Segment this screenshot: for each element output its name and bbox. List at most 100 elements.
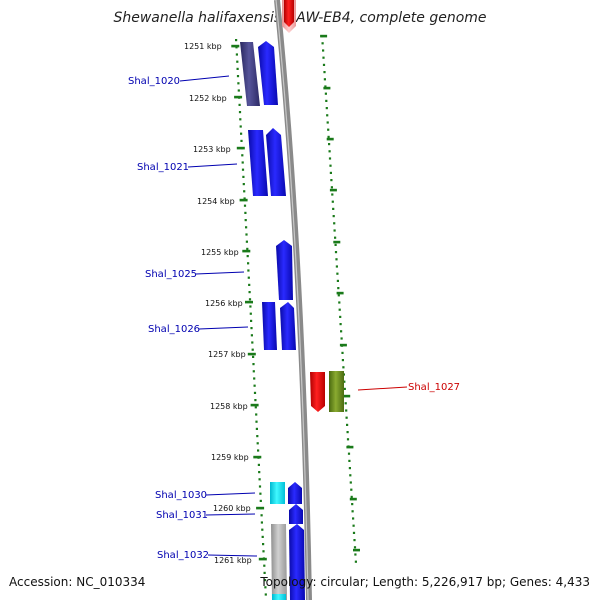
scale-dot xyxy=(264,593,267,596)
scale-dot xyxy=(346,438,350,441)
major-tick xyxy=(239,198,248,202)
gene-shal-1027-olive[interactable] xyxy=(329,371,344,412)
feature-red-top[interactable] xyxy=(284,0,294,27)
kbp-label: 1253 kbp xyxy=(193,145,231,154)
scale-dot xyxy=(245,226,248,229)
scale-dot xyxy=(251,348,254,351)
scale-dot xyxy=(342,366,345,369)
gene-shal-1032[interactable] xyxy=(289,524,305,600)
gene-label-shal-1021[interactable]: Shal_1021 xyxy=(137,162,189,173)
scale-dot xyxy=(332,215,335,218)
major-tick xyxy=(333,240,341,244)
scale-dot xyxy=(240,132,243,135)
scale-dot xyxy=(244,219,247,222)
gene-shal-1020[interactable] xyxy=(258,41,278,105)
feature-cyan-bottom[interactable] xyxy=(272,594,286,600)
gene-shal-1021-b[interactable] xyxy=(266,128,286,196)
scale-dot xyxy=(333,229,336,232)
scale-dot xyxy=(341,351,344,354)
scale-dot xyxy=(344,402,347,405)
gene-label-shal-1031[interactable]: Shal_1031 xyxy=(156,510,208,521)
major-tick xyxy=(242,249,251,253)
scale-dot xyxy=(263,571,266,574)
major-tick xyxy=(346,445,354,449)
kbp-label: 1259 kbp xyxy=(211,453,249,462)
genome-backbone xyxy=(274,0,312,600)
major-tick xyxy=(250,403,259,407)
scale-dot xyxy=(255,427,258,430)
scale-dot xyxy=(329,164,332,167)
scale-dot xyxy=(339,315,342,318)
scale-dot xyxy=(257,449,260,452)
gene-label-shal-1025[interactable]: Shal_1025 xyxy=(145,269,197,280)
scale-dot xyxy=(250,327,253,330)
scale-dot xyxy=(347,452,351,455)
scale-dot xyxy=(248,298,252,301)
scale-dot xyxy=(352,531,356,534)
scale-dot xyxy=(341,359,344,362)
gene-shal-1025[interactable] xyxy=(276,240,293,300)
gene-label-shal-1030[interactable]: Shal_1030 xyxy=(155,490,207,501)
kbp-label: 1261 kbp xyxy=(214,556,252,565)
map-title: Shewanella halifaxensis HAW-EB4, complet… xyxy=(113,10,486,26)
scale-dot xyxy=(329,171,332,174)
scale-dot xyxy=(239,125,242,128)
scale-dot xyxy=(336,272,339,275)
scale-dot xyxy=(334,236,337,239)
scale-dot xyxy=(339,323,342,326)
gene-shal-1020-navy[interactable] xyxy=(240,42,260,106)
scale-dot xyxy=(335,265,338,268)
scale-dot xyxy=(235,39,238,42)
gene-label-shal-1027[interactable]: Shal_1027 xyxy=(408,382,460,393)
gene-label-shal-1026[interactable]: Shal_1026 xyxy=(148,324,200,335)
scale-dot xyxy=(247,269,250,272)
scale-dot xyxy=(332,207,335,210)
gene-shal-1026-a[interactable] xyxy=(262,302,277,350)
scale-dot xyxy=(345,416,348,419)
kbp-label: 1252 kbp xyxy=(189,94,227,103)
gene-shal-1031[interactable] xyxy=(289,504,303,524)
scale-dot xyxy=(244,211,247,214)
kbp-labels: 1251 kbp 1252 kbp 1253 kbp 1254 kbp 1255… xyxy=(184,42,252,565)
scale-dot xyxy=(239,118,242,121)
major-tick xyxy=(245,300,253,304)
scale-dot xyxy=(263,579,267,582)
scale-dot xyxy=(243,190,246,193)
gene-label-shal-1032[interactable]: Shal_1032 xyxy=(157,550,209,561)
scale-dot xyxy=(238,111,242,114)
kbp-label: 1255 kbp xyxy=(201,248,239,257)
scale-dot xyxy=(237,82,240,85)
scale-dot xyxy=(241,154,244,157)
gene-shal-1026-b[interactable] xyxy=(280,302,296,350)
scale-dot xyxy=(324,85,327,88)
scale-dot xyxy=(349,481,352,484)
scale-dot xyxy=(343,380,346,383)
scale-dot xyxy=(354,560,357,563)
gene-shal-1030-cyan[interactable] xyxy=(270,482,285,504)
scale-dot xyxy=(236,60,239,63)
major-tick xyxy=(236,146,245,150)
scale-dot xyxy=(252,355,255,358)
scale-dot xyxy=(352,524,355,527)
scale-dot xyxy=(242,175,245,178)
scale-dot xyxy=(242,183,245,186)
gene-shal-1021-a[interactable] xyxy=(248,130,268,196)
scale-dot xyxy=(258,471,261,474)
gene-shal-1032-gray[interactable] xyxy=(271,524,287,600)
major-tick xyxy=(234,95,243,99)
scale-dot xyxy=(245,233,248,236)
scale-dot xyxy=(236,67,239,70)
scale-dot xyxy=(260,521,263,524)
scale-dot xyxy=(340,330,343,333)
gene-shal-1030[interactable] xyxy=(288,482,302,504)
kbp-label: 1254 kbp xyxy=(197,197,235,206)
scale-dot xyxy=(243,204,247,207)
major-tick xyxy=(349,497,357,501)
gene-label-shal-1020[interactable]: Shal_1020 xyxy=(128,76,180,87)
scale-dot xyxy=(338,301,341,304)
genome-backbone-highlight xyxy=(275,0,309,600)
gene-shal-1027-red[interactable] xyxy=(310,372,325,412)
scale-dot xyxy=(331,200,334,203)
scale-dot xyxy=(259,492,262,495)
